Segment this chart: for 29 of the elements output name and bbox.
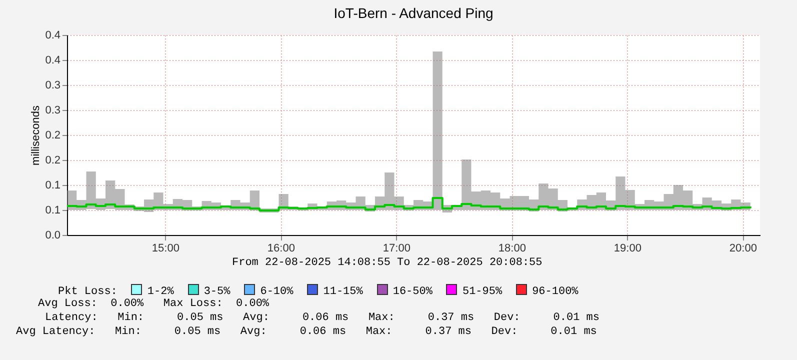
text: 16-50% — [392, 286, 432, 298]
y-tick-label: 0.3 — [45, 80, 60, 92]
x-tick-label: 17:00 — [382, 242, 410, 254]
text: Avg Loss: 0.00% Max Loss: 0.00% — [38, 298, 270, 311]
y-tick-label: 0.0 — [45, 230, 60, 242]
y-tick-label: 0.1 — [45, 180, 60, 192]
x-tick-label: 20:00 — [729, 242, 757, 254]
text: Avg Latency: Min: 0.05 ms Avg: 0.06 ms Max: 0.37 ms Dev: 0.01 ms — [16, 326, 597, 339]
text: Latency: Min: 0.05 ms Avg: 0.06 ms Max: 0.37 ms Dev: 0.01 ms — [45, 312, 600, 325]
text: 11-15% — [323, 286, 363, 298]
text: From 22-08-2025 14:08:55 To 22-08-2025 20:08:55 — [232, 257, 542, 270]
text: 51-95% — [462, 286, 502, 298]
y-tick-label: 0.2 — [45, 130, 60, 142]
y-tick-label: 0.1 — [45, 204, 60, 216]
text: 1-2% — [147, 286, 174, 298]
y-axis-title: milliseconds — [30, 105, 42, 166]
chart-title: IoT-Bern - Advanced Ping — [334, 5, 494, 21]
x-tick-label: 19:00 — [614, 242, 642, 254]
x-tick-label: 18:00 — [498, 242, 526, 254]
text: 6-10% — [260, 286, 294, 298]
y-tick-label: 0.4 — [45, 54, 60, 66]
text: 96-100% — [532, 286, 578, 298]
y-tick-label: 0.4 — [45, 30, 60, 42]
x-tick-label: 16:00 — [267, 242, 295, 254]
text: 3-5% — [204, 286, 230, 298]
y-tick-label: 0.2 — [45, 154, 60, 166]
y-tick-label: 0.3 — [45, 104, 60, 116]
x-tick-label: 15:00 — [152, 242, 180, 254]
text: Pkt Loss: — [58, 286, 118, 298]
